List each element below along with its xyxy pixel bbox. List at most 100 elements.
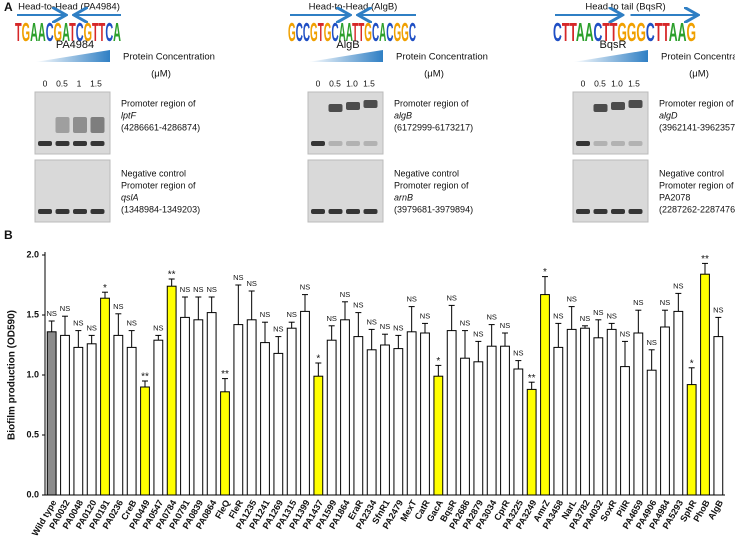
gel-band (611, 209, 625, 214)
concentration: 0 (581, 78, 586, 88)
bar (673, 310, 684, 496)
significance: NS (620, 329, 630, 338)
significance: NS (406, 295, 416, 304)
bar (660, 326, 670, 496)
concentration: 0.5 (56, 78, 68, 88)
shifted-band (628, 100, 643, 108)
bar (113, 334, 124, 496)
y-tick-label: 1.0 (26, 369, 39, 379)
bar (686, 384, 697, 496)
concentration-wedge (308, 50, 383, 62)
bar (353, 336, 364, 496)
concentration-label: Protein Concentration (661, 52, 735, 63)
panel-label: B (4, 228, 13, 242)
bar (566, 328, 577, 496)
bar (73, 346, 84, 496)
significance: NS (460, 319, 470, 328)
significance: NS (660, 298, 670, 307)
significance: NS (633, 298, 643, 307)
control-range: (3979681-3979894) (394, 204, 473, 214)
control-range: (2287262-2287476) (659, 204, 735, 214)
significance: * (103, 283, 107, 294)
significance: * (316, 354, 320, 365)
significance: NS (233, 273, 243, 282)
significance: ** (141, 372, 149, 383)
gel-band (593, 209, 608, 214)
significance: * (436, 356, 440, 367)
gel-band (628, 209, 643, 214)
concentration-label: Protein Concentration (396, 52, 488, 63)
bar (233, 324, 244, 496)
promoter-text: Promoter region of (659, 98, 734, 108)
significance: NS (153, 323, 163, 332)
significance: NS (606, 311, 616, 320)
significance: NS (486, 313, 496, 322)
concentration: 1 (77, 78, 82, 88)
significance: * (690, 358, 694, 369)
significance: NS (366, 317, 376, 326)
concentration: 1.0 (611, 78, 623, 88)
bar (193, 319, 204, 496)
bar (166, 285, 177, 496)
bar (126, 346, 137, 496)
protein-name: BqsR (600, 39, 627, 51)
concentration: 1.0 (346, 78, 358, 88)
bar (393, 348, 404, 496)
gel-band (38, 209, 52, 214)
promoter-text: Promoter region of (121, 98, 196, 108)
bar (580, 327, 590, 496)
significance: NS (513, 349, 523, 358)
bar (420, 332, 430, 496)
significance: NS (446, 293, 456, 302)
gel-band (328, 141, 343, 146)
bar (246, 319, 257, 496)
significance: NS (86, 323, 96, 332)
significance: NS (246, 279, 256, 288)
bar (86, 343, 97, 496)
shifted-band (73, 117, 87, 133)
shifted-band (611, 102, 625, 110)
gel-band (55, 209, 70, 214)
concentration-label: Protein Concentration (123, 52, 215, 63)
gel-band (593, 141, 608, 146)
bar (60, 334, 70, 496)
significance: NS (60, 304, 70, 313)
y-tick-label: 1.5 (26, 309, 39, 319)
promoter-text: Promoter region of (394, 98, 469, 108)
control-promoter-text: Promoter region of (659, 180, 734, 190)
bar (593, 337, 604, 496)
bar (633, 332, 644, 496)
significance: NS (73, 319, 83, 328)
gel-band (38, 141, 52, 146)
significance: NS (340, 290, 350, 299)
bar (46, 331, 57, 496)
promoter-range: (3962141-3962357) (659, 122, 735, 132)
bar (526, 388, 537, 496)
significance: NS (206, 285, 216, 294)
control-text: Negative control (394, 168, 459, 178)
concentration: 0.5 (329, 78, 341, 88)
significance: NS (300, 283, 310, 292)
x-tick-label: AlgB (706, 498, 725, 522)
motif-title: Head to tail (BqsR) (585, 2, 665, 13)
bar (700, 273, 710, 496)
significance: NS (380, 322, 390, 331)
significance: NS (580, 314, 590, 323)
concentration-unit: (μM) (151, 69, 171, 80)
shifted-band (328, 104, 343, 112)
shifted-band (90, 117, 105, 133)
bar (366, 349, 377, 496)
significance: NS (713, 305, 723, 314)
promoter-gene: algD (659, 110, 678, 120)
concentration: 0 (316, 78, 321, 88)
concentration: 1.5 (90, 78, 102, 88)
significance: NS (286, 310, 296, 319)
gel-band (311, 209, 325, 214)
significance: ** (701, 254, 709, 265)
gel-band (576, 209, 590, 214)
bar (713, 336, 724, 496)
control-gene: qslA (121, 192, 139, 202)
significance: NS (126, 319, 136, 328)
bar (180, 316, 190, 496)
concentration: 1.5 (363, 78, 375, 88)
